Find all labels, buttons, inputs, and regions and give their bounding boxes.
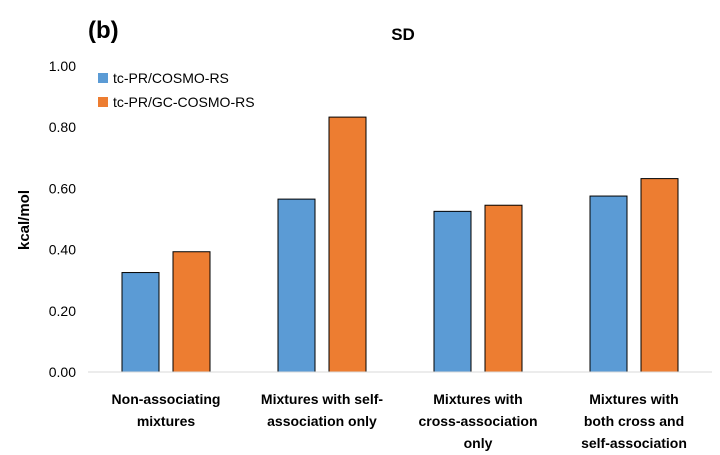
x-tick-label-line: Mixtures with — [589, 391, 678, 407]
bar-series-1-category-2 — [277, 198, 316, 373]
x-tick-label-line: Non-associating — [112, 391, 221, 407]
bars-group — [121, 116, 679, 373]
panel-label: (b) — [88, 17, 119, 44]
bar-series-1-category-3 — [433, 210, 472, 373]
x-tick-label-line: self-association — [581, 435, 687, 451]
bar-series-1-category-4 — [589, 195, 628, 373]
x-tick-label-line: Mixtures with — [433, 391, 522, 407]
chart-title: SD — [391, 25, 415, 44]
bar-series-2-category-2 — [328, 116, 367, 373]
bar-series-1-category-1 — [121, 272, 160, 373]
y-tick-label: 1.00 — [49, 58, 76, 74]
x-tick-label-line: cross-association — [418, 413, 537, 429]
x-tick-label-line: only — [464, 435, 493, 451]
legend-swatch — [98, 73, 108, 83]
x-tick-label-line: both cross and — [584, 413, 684, 429]
bar-series-2-category-3 — [484, 204, 523, 373]
y-tick-label: 0.80 — [49, 119, 76, 135]
y-axis-label: kcal/mol — [16, 190, 33, 250]
bar-series-2-category-1 — [172, 251, 211, 373]
x-tick-label: Mixtures with cross-association only — [418, 391, 537, 451]
y-tick-label: 0.00 — [49, 364, 76, 380]
y-tick-label: 0.40 — [49, 242, 76, 258]
x-axis-tick-labels: Non-associating mixtures Mixtures with sel… — [112, 391, 687, 451]
y-tick-label: 0.20 — [49, 303, 76, 319]
legend-entry: tc-PR/GC-COSMO-RS — [113, 94, 255, 110]
y-tick-label: 0.60 — [49, 180, 76, 196]
legend: tc-PR/COSMO-RS tc-PR/GC-COSMO-RS — [98, 70, 255, 110]
x-tick-label-line: mixtures — [137, 413, 196, 429]
legend-entry: tc-PR/COSMO-RS — [113, 70, 229, 86]
y-axis-ticks: 0.00 0.20 0.40 0.60 0.80 1.00 — [49, 58, 76, 380]
x-tick-label: Mixtures with both cross and self-associat… — [581, 391, 687, 451]
x-tick-label: Mixtures with self-association only — [261, 391, 383, 429]
bar-series-2-category-4 — [640, 178, 679, 373]
legend-swatch — [98, 97, 108, 107]
x-tick-label: Non-associating mixtures — [112, 391, 221, 429]
x-tick-label-line: association only — [267, 413, 377, 429]
x-tick-label-line: Mixtures with self- — [261, 391, 383, 407]
